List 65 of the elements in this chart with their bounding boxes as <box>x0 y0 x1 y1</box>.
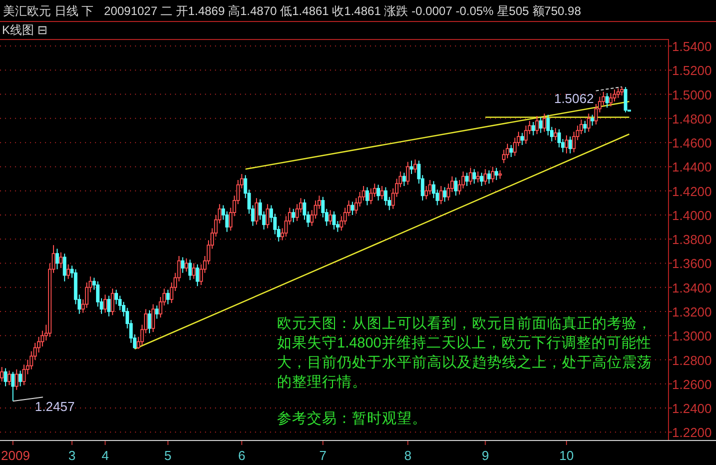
candlestick <box>538 116 542 134</box>
x-tick-label: 5 <box>164 448 172 463</box>
y-tick-label: 1.5400 <box>672 39 712 54</box>
x-tick-label: 10 <box>559 448 574 463</box>
y-tick-label: 1.4800 <box>672 111 712 126</box>
y-tick-label: 1.3000 <box>672 328 712 344</box>
candlestick <box>490 166 494 183</box>
candlestick <box>350 201 354 216</box>
candlestick <box>365 186 369 206</box>
x-tick-label: 7 <box>319 448 327 463</box>
y-tick-label: 1.3400 <box>672 280 712 296</box>
annotation: 欧元天图：从图上可以看到，欧元目前面临真正的考验， <box>277 315 652 332</box>
y-tick-label: 1.3800 <box>672 232 712 248</box>
candlestick <box>524 125 528 144</box>
candlestick <box>180 256 184 274</box>
y-tick-label: 1.2600 <box>672 376 712 392</box>
y-tick-label: 1.4400 <box>672 160 712 175</box>
annotation: 1.2457 <box>34 399 75 414</box>
x-tick-label: 4 <box>102 448 109 463</box>
y-tick-label: 1.5200 <box>672 63 712 78</box>
candlestick <box>18 370 22 387</box>
y-tick-label: 1.4600 <box>672 136 712 151</box>
candlestick <box>480 172 484 186</box>
x-tick-label: 2009 <box>1 448 30 463</box>
y-tick-label: 1.3600 <box>672 256 712 272</box>
candlestick <box>7 370 11 386</box>
candlestick <box>609 92 613 107</box>
text: K线图 ⊟ <box>2 23 48 37</box>
candlestick <box>476 171 480 183</box>
chart-subtitle: 20091027 二 开1.4869 高1.4870 低1.4861 收1.4861 涨跌 -0.0007 -0.05% 星505 额750.98 <box>104 4 582 18</box>
candlestick <box>402 172 406 186</box>
x-tick-label: 3 <box>68 448 76 463</box>
y-tick-label: 1.2800 <box>672 352 712 368</box>
y-tick-label: 1.4200 <box>672 184 712 199</box>
candlestick <box>468 167 472 186</box>
candlestick <box>380 186 384 200</box>
candlestick <box>410 160 414 174</box>
y-tick-label: 1.3200 <box>672 304 712 320</box>
y-tick-label: 1.2400 <box>672 401 712 416</box>
candlestick <box>384 186 388 206</box>
candlestick <box>59 252 63 269</box>
candlestick <box>55 248 59 270</box>
candlestick <box>564 134 568 154</box>
candlestick <box>4 368 8 387</box>
y-tick-label: 1.5000 <box>672 87 712 102</box>
candlestick <box>62 253 66 282</box>
y-tick-label: 1.2200 <box>672 425 712 440</box>
y-tick-label: 1.4000 <box>672 208 712 223</box>
x-tick-label: 6 <box>238 448 246 463</box>
candlestick <box>465 172 469 186</box>
x-tick-label: 9 <box>482 448 489 463</box>
candlestick <box>11 371 15 402</box>
candlestick <box>66 264 70 280</box>
annotation: 的整理行情。 <box>277 374 367 390</box>
x-tick-label: 8 <box>404 448 412 463</box>
candlestick <box>484 168 488 186</box>
annotation: 如果失守1.4800并维持二天以上，欧元下行调整的可能性 <box>277 334 652 352</box>
candlestick <box>498 170 502 180</box>
annotation: 大，目前仍处于水平前高以及趋势线之上，处于高位震荡 <box>277 354 652 371</box>
annotation: 1.5062 <box>554 90 594 106</box>
candlestick <box>472 168 476 184</box>
annotation: 参考交易：暂时观望。 <box>277 410 427 427</box>
chart-title: 美汇欧元 日线 下 <box>3 4 94 18</box>
candlestick <box>192 262 196 280</box>
candlestick <box>605 92 609 108</box>
